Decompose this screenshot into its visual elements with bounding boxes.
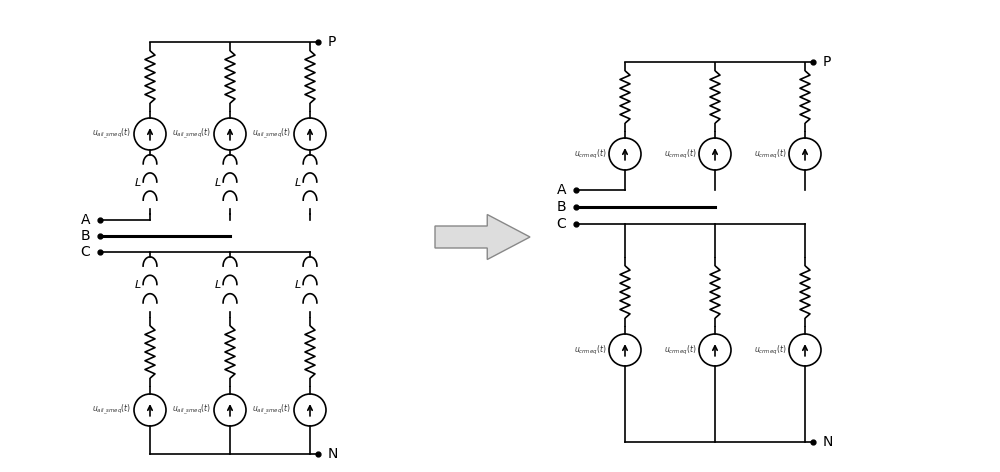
Text: $u_{crmeq}(t)$: $u_{crmeq}(t)$ xyxy=(754,344,786,356)
Text: $u_{ali\_smeq}(t)$: $u_{ali\_smeq}(t)$ xyxy=(172,127,211,141)
Text: C: C xyxy=(80,245,90,259)
Text: B: B xyxy=(556,200,566,214)
Text: $L$: $L$ xyxy=(214,278,222,290)
Text: $L$: $L$ xyxy=(214,176,222,188)
Text: $L$: $L$ xyxy=(294,176,302,188)
Text: $u_{ali\_smeq}(t)$: $u_{ali\_smeq}(t)$ xyxy=(92,403,131,417)
Text: $u_{crmeq}(t)$: $u_{crmeq}(t)$ xyxy=(664,147,696,160)
Text: $u_{ali\_smeq}(t)$: $u_{ali\_smeq}(t)$ xyxy=(252,403,291,417)
Text: $u_{ali\_smeq}(t)$: $u_{ali\_smeq}(t)$ xyxy=(172,403,211,417)
Text: $L$: $L$ xyxy=(134,278,142,290)
Text: C: C xyxy=(556,217,566,231)
Text: P: P xyxy=(328,35,336,49)
Text: $u_{crmeq}(t)$: $u_{crmeq}(t)$ xyxy=(664,344,696,356)
Text: $u_{crmeq}(t)$: $u_{crmeq}(t)$ xyxy=(754,147,786,160)
Text: $u_{crmeq}(t)$: $u_{crmeq}(t)$ xyxy=(574,147,606,160)
Text: $u_{ali\_smeq}(t)$: $u_{ali\_smeq}(t)$ xyxy=(252,127,291,141)
Text: N: N xyxy=(328,447,338,461)
Text: A: A xyxy=(556,183,566,197)
Text: $u_{ali\_smeq}(t)$: $u_{ali\_smeq}(t)$ xyxy=(92,127,131,141)
Text: $L$: $L$ xyxy=(134,176,142,188)
Text: P: P xyxy=(823,55,831,69)
Polygon shape xyxy=(435,214,530,260)
Text: $L$: $L$ xyxy=(294,278,302,290)
Text: A: A xyxy=(80,213,90,227)
Text: B: B xyxy=(80,229,90,243)
Text: $u_{crmeq}(t)$: $u_{crmeq}(t)$ xyxy=(574,344,606,356)
Text: N: N xyxy=(823,435,833,449)
